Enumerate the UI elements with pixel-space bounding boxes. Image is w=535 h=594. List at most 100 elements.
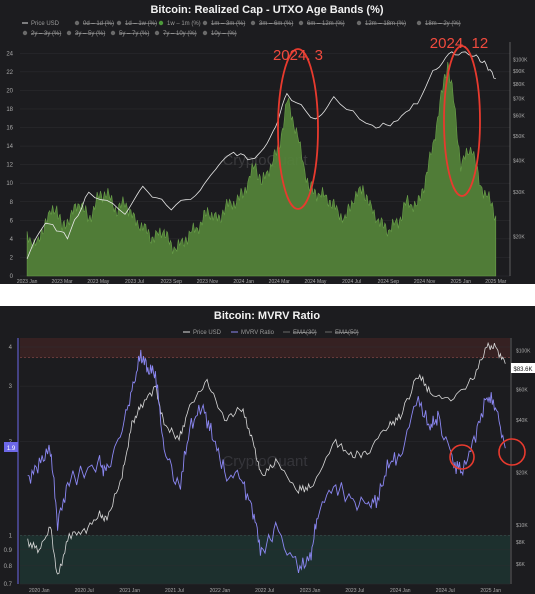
legend-item[interactable]: 18m – 2y (%): [416, 20, 461, 27]
x-tick-label: 2024 Sep: [378, 279, 400, 284]
legend-label: Price USD: [31, 21, 60, 27]
legend-label: 5y – 7y (%): [119, 31, 149, 37]
x-tick-label: 2024 Jul: [436, 588, 455, 594]
y-tick-label-right: $20K: [513, 235, 525, 241]
x-tick-label: 2023 Jan: [17, 279, 38, 284]
highlight-circle-2025: [498, 438, 526, 466]
series-line-price-usd: [26, 51, 496, 260]
x-tick-label: 2023 Nov: [197, 279, 219, 284]
x-tick-label: 2025 Jan: [450, 279, 471, 284]
y-tick-label-left: 10: [6, 181, 13, 187]
legend-item[interactable]: Price USD: [183, 330, 222, 336]
legend-item[interactable]: MVRV Ratio: [231, 330, 275, 336]
x-tick-label: 2024 Nov: [414, 279, 436, 284]
legend-swatch: [22, 30, 28, 36]
realized-cap-chart: Bitcoin: Realized Cap - UTXO Age Bands (…: [0, 0, 535, 284]
y-tick-label-left: 0.8: [4, 564, 13, 570]
y-tick-label-right: $40K: [516, 418, 528, 424]
x-tick-label: 2024 May: [304, 279, 326, 284]
legend-label: MVRV Ratio: [241, 330, 275, 336]
value-bands: [20, 338, 510, 584]
x-tick-label: 2020 Jul: [75, 588, 94, 594]
y-tick-label-left: 20: [6, 88, 13, 94]
legend-item[interactable]: Price USD: [22, 21, 60, 27]
x-tick-label: 2023 Jul: [125, 279, 144, 284]
y-tick-label-right: $40K: [513, 158, 525, 164]
legend-item[interactable]: 7y – 10y (%): [154, 30, 197, 37]
legend-label: EMA(50): [335, 330, 359, 336]
y-tick-label-left: 16: [6, 126, 13, 132]
legend-item[interactable]: EMA(50): [325, 330, 359, 336]
x-tick-label: 2021 Jan: [119, 588, 140, 594]
x-tick-label: 2024 Jan: [390, 588, 411, 594]
legend-swatch: [356, 20, 362, 26]
x-tick-label: 2023 May: [87, 279, 109, 284]
legend-item[interactable]: 0d – 1d (%): [74, 20, 114, 27]
x-tick-label: 2023 Sep: [161, 279, 183, 284]
y-tick-label-left: 4: [9, 345, 13, 351]
x-tick-label: 2025 Mar: [485, 279, 506, 284]
y-tick-label-right: $8K: [516, 540, 526, 546]
x-tick-label: 2020 Jan: [29, 588, 50, 594]
legend-label: 1d – 1w (%): [125, 21, 157, 27]
legend-item[interactable]: 6m – 12m (%): [298, 20, 345, 27]
highlight-ellipse-2024-12: [443, 45, 481, 197]
legend-label: 1m – 3m (%): [211, 21, 245, 27]
x-tick-label: 2023 Jul: [345, 588, 364, 594]
x-tick-label: 2021 Jul: [165, 588, 184, 594]
y-tick-label-right: $30K: [513, 190, 525, 196]
panel-separator: [0, 284, 535, 306]
legend-swatch: [110, 30, 116, 36]
legend-item[interactable]: 1d – 1w (%): [116, 20, 157, 27]
legend-item[interactable]: EMA(30): [283, 330, 317, 336]
legend-item[interactable]: 3y – 5y (%): [66, 30, 106, 37]
watermark: CryptoQuant: [222, 453, 308, 470]
x-tick-label: 2024 Jul: [342, 279, 361, 284]
legend-item[interactable]: 1m – 3m (%): [202, 20, 246, 27]
legend-item[interactable]: 3m – 6m (%): [250, 20, 294, 27]
x-tick-label: 2023 Jan: [300, 588, 321, 594]
mvrv-current-value-badge: [4, 442, 18, 452]
legend-item[interactable]: 10y – (%): [202, 30, 237, 37]
y-tick-label-left: 2: [10, 255, 14, 261]
y-tick-label-right: $100K: [516, 349, 531, 355]
legend-swatch: [202, 30, 208, 36]
legend-item[interactable]: 1w – 1m (%): [158, 20, 201, 27]
legend-item[interactable]: 12m – 18m (%): [356, 20, 406, 27]
legend-label: EMA(30): [293, 330, 317, 336]
legend-label: 7y – 10y (%): [163, 31, 197, 37]
series-line-price-usd: [27, 341, 506, 575]
legend-label: 18m – 2y (%): [425, 21, 461, 27]
y-tick-label-left: 0: [10, 274, 14, 280]
x-tick-label: 2024 Jan: [233, 279, 254, 284]
legend-item[interactable]: 5y – 7y (%): [110, 30, 150, 37]
legend-label: 2y – 3y (%): [31, 31, 61, 37]
price-current-value-badge: [511, 363, 535, 373]
undervalued-band: [20, 535, 510, 584]
y-tick-label-left: 3: [9, 384, 13, 390]
legend-swatch: [154, 30, 160, 36]
y-tick-label-left: 0.9: [4, 548, 13, 554]
x-tick-label: 2022 Jan: [210, 588, 231, 594]
legend-label: 12m – 18m (%): [365, 21, 406, 27]
x-tick-label: 2024 Mar: [269, 279, 290, 284]
y-tick-label-right: $100K: [513, 57, 528, 63]
legend-item[interactable]: 2y – 3y (%): [22, 30, 62, 37]
grid: [20, 346, 510, 585]
chart-title: Bitcoin: MVRV Ratio: [214, 310, 320, 322]
chart-legend[interactable]: Price USD MVRV Ratio EMA(30) EMA(50): [183, 330, 359, 336]
legend-label: 10y – (%): [211, 31, 237, 37]
annotation-2024-03: 2024. 3: [273, 47, 323, 64]
x-tick-label: 2023 Mar: [52, 279, 73, 284]
chart-legend[interactable]: Price USD 0d – 1d (%) 1d – 1w (%) 1w – 1m (…: [22, 20, 461, 37]
annotation-2024-12: 2024. 12: [430, 35, 488, 52]
chart-title: Bitcoin: Realized Cap - UTXO Age Bands (…: [150, 4, 383, 16]
realized-cap-chart-panel: Bitcoin: Realized Cap - UTXO Age Bands (…: [0, 0, 535, 284]
mvrv-current-value: 1.9: [7, 446, 16, 452]
legend-swatch: [298, 20, 304, 26]
overvalued-band: [20, 338, 510, 358]
mvrv-chart-panel: Bitcoin: MVRV Ratio Price USD MVRV Ratio E…: [0, 306, 535, 594]
y-tick-label-right: $90K: [513, 69, 525, 75]
price-current-value: $83.6K: [513, 367, 532, 373]
legend-label: 3y – 5y (%): [75, 31, 105, 37]
